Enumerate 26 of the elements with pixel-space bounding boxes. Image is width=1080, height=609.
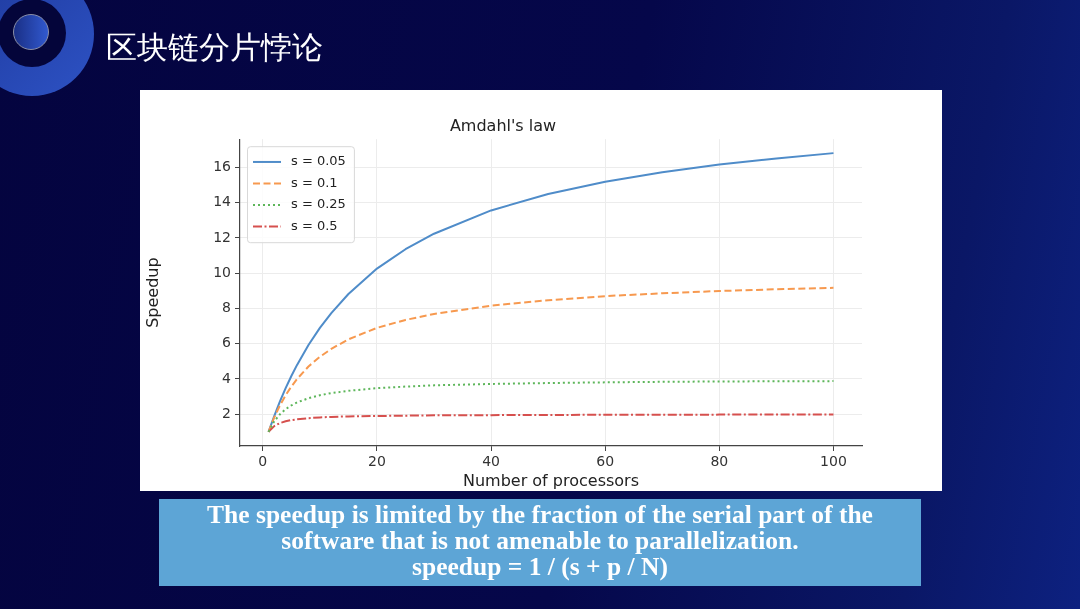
y-tick-label: 4 bbox=[222, 369, 232, 386]
x-tick-label: 80 bbox=[710, 453, 729, 470]
y-tick-label: 12 bbox=[213, 228, 231, 245]
y-tick-label: 6 bbox=[222, 334, 232, 351]
y-axis-title: Speedup bbox=[142, 257, 162, 328]
legend-label: s = 0.1 bbox=[291, 174, 338, 190]
x-tick-label: 60 bbox=[596, 453, 615, 470]
chart-title: Amdahl's law bbox=[449, 115, 557, 135]
text: 区块链分片悖论 bbox=[106, 28, 323, 67]
x-tick-label: 20 bbox=[368, 453, 386, 470]
text: The speedup is limited by the fraction of the serial part of the software that is not amenable to parallelization. bbox=[206, 500, 874, 555]
y-tick-label: 10 bbox=[213, 263, 231, 280]
y-tick-label: 2 bbox=[222, 404, 231, 421]
y-tick-label: 16 bbox=[213, 158, 232, 175]
y-tick-label: 14 bbox=[213, 193, 232, 210]
line-series bbox=[267, 380, 835, 433]
line-series bbox=[267, 286, 835, 433]
x-axis-title: Number of processors bbox=[462, 470, 640, 490]
legend-label: s = 0.25 bbox=[291, 196, 346, 212]
y-tick-label: 8 bbox=[222, 299, 231, 316]
x-tick-label: 40 bbox=[482, 453, 500, 470]
x-tick-label: 0 bbox=[258, 453, 268, 470]
legend-label: s = 0.05 bbox=[291, 153, 346, 169]
line-series bbox=[267, 413, 835, 433]
x-tick-label: 100 bbox=[820, 453, 847, 470]
legend-label: s = 0.5 bbox=[291, 217, 338, 233]
